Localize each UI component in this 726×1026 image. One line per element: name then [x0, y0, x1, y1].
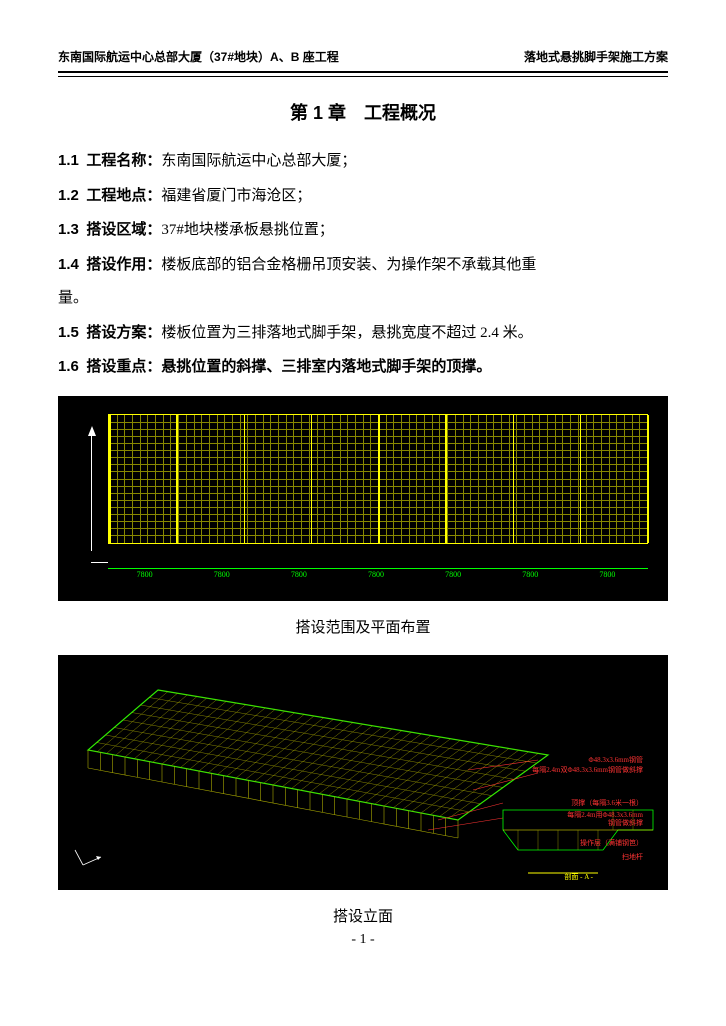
diagram-1-container: 7800780078007800780078007800 [58, 396, 668, 601]
section-text: 量。 [58, 290, 88, 306]
elevation-view-diagram: Φ48.3x3.6mm钢管 每隔2.4m双Φ48.3x3.6mm钢管做斜撑 顶撑… [58, 655, 668, 890]
diagram-2-container: Φ48.3x3.6mm钢管 每隔2.4m双Φ48.3x3.6mm钢管做斜撑 顶撑… [58, 655, 668, 890]
section-num: 1.6 [58, 358, 79, 375]
section-num: 1.4 [58, 256, 79, 273]
section-label: 搭设作用： [86, 256, 161, 273]
section-label: 工程名称： [86, 152, 161, 169]
label-l7: 扫地杆 [622, 852, 643, 862]
label-l3: 顶撑（每隔3.6米一根） [571, 798, 643, 808]
section-text: 楼板底部的铝合金格栅吊顶安装、为操作架不承载其他重 [161, 257, 536, 273]
section-text: 福建省厦门市海沧区； [161, 188, 311, 204]
page-header: 东南国际航运中心总部大厦（37#地块）A、B 座工程 落地式悬挑脚手架施工方案 [58, 48, 668, 65]
section-label: 工程地点： [86, 187, 161, 204]
header-rule-thin [58, 76, 668, 77]
label-l8: 剖面 - A - [564, 872, 593, 882]
plan-view-diagram: 7800780078007800780078007800 [58, 396, 668, 601]
header-rule-thick [58, 71, 668, 73]
section-1-4: 1.4 搭设作用：楼板底部的铝合金格栅吊顶安装、为操作架不承载其他重 [58, 249, 668, 282]
section-1-4-cont: 量。 [58, 283, 668, 315]
section-num: 1.3 [58, 221, 79, 238]
section-num: 1.5 [58, 324, 79, 341]
axis-line-h [91, 562, 108, 563]
section-label: 搭设重点： [86, 358, 161, 375]
section-text: 东南国际航运中心总部大厦； [161, 153, 356, 169]
section-text: 楼板位置为三排落地式脚手架，悬挑宽度不超过 2.4 米。 [161, 325, 532, 341]
header-right: 落地式悬挑脚手架施工方案 [524, 48, 668, 65]
section-num: 1.1 [58, 152, 79, 169]
label-l6: 操作层（满铺钢笆） [580, 838, 643, 848]
section-1-3: 1.3 搭设区域：37#地块楼承板悬挑位置； [58, 214, 668, 247]
axis-arrow-up [88, 426, 96, 436]
section-num: 1.2 [58, 187, 79, 204]
section-1-6: 1.6 搭设重点：悬挑位置的斜撑、三排室内落地式脚手架的顶撑。 [58, 351, 668, 384]
page-number: - 1 - [58, 932, 668, 948]
chapter-title: 第 1 章 工程概况 [58, 99, 668, 125]
label-l5: 钢管做斜撑 [608, 818, 643, 828]
scaffold-grid [108, 414, 648, 544]
section-text-bold: 悬挑位置的斜撑、三排室内落地式脚手架的顶撑。 [161, 358, 491, 375]
header-left: 东南国际航运中心总部大厦（37#地块）A、B 座工程 [58, 48, 339, 65]
section-label: 搭设区域： [86, 221, 161, 238]
caption-2: 搭设立面 [58, 905, 668, 926]
label-l1: Φ48.3x3.6mm钢管 [588, 755, 643, 765]
dimension-line [108, 568, 648, 569]
section-1-5: 1.5 搭设方案：楼板位置为三排落地式脚手架，悬挑宽度不超过 2.4 米。 [58, 317, 668, 350]
section-label: 搭设方案： [86, 324, 161, 341]
label-l2: 每隔2.4m双Φ48.3x3.6mm钢管做斜撑 [532, 765, 643, 775]
section-1-1: 1.1 工程名称：东南国际航运中心总部大厦； [58, 145, 668, 178]
section-1-2: 1.2 工程地点：福建省厦门市海沧区； [58, 180, 668, 213]
axis-line-v [91, 436, 92, 551]
section-text: 37#地块楼承板悬挑位置； [161, 222, 334, 238]
caption-1: 搭设范围及平面布置 [58, 616, 668, 637]
